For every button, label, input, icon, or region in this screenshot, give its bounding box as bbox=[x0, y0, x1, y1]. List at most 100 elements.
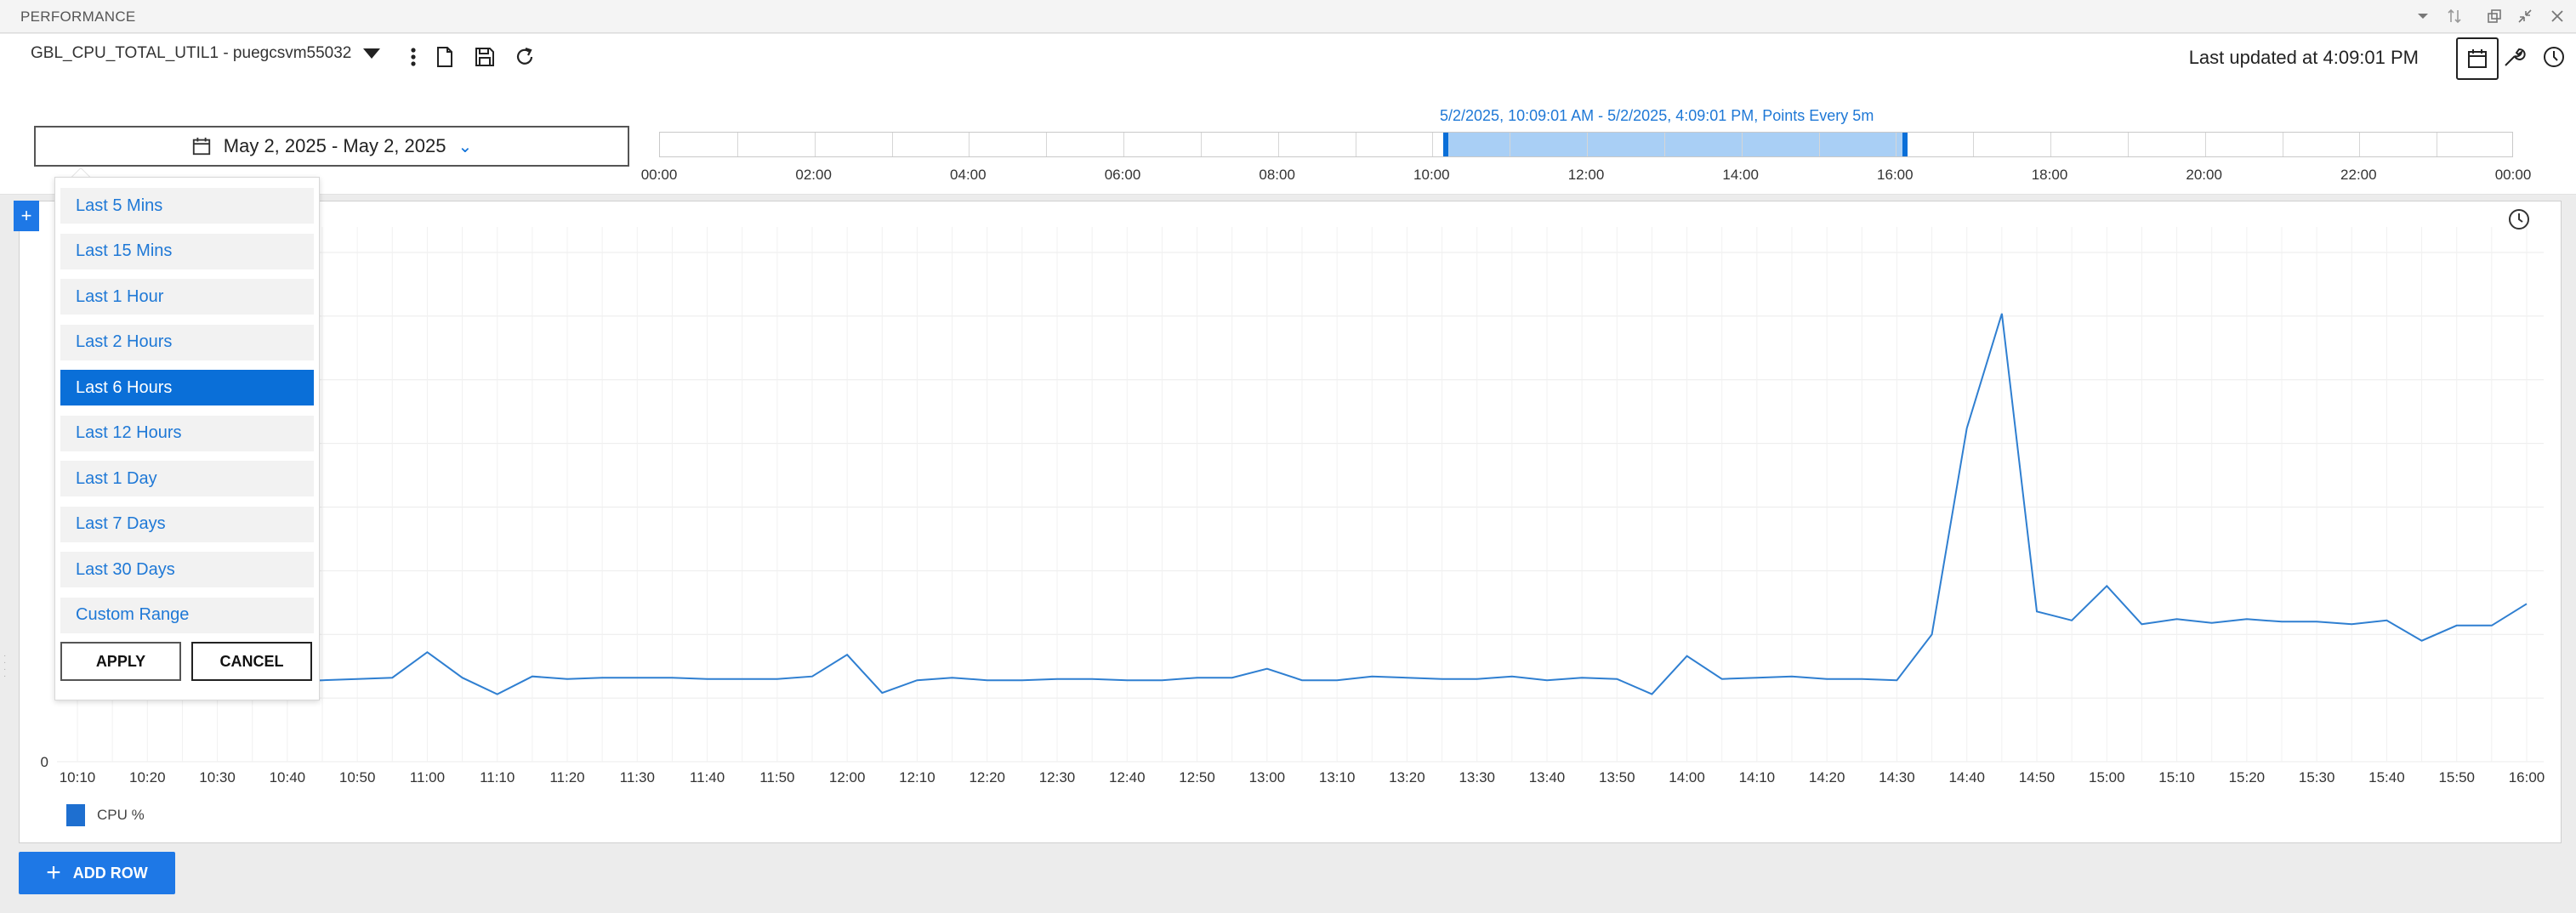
range-option[interactable]: Last 1 Hour bbox=[60, 279, 314, 315]
data-point[interactable] bbox=[1265, 666, 1270, 672]
range-option[interactable]: Last 6 Hours bbox=[60, 370, 314, 405]
data-point[interactable] bbox=[1124, 678, 1129, 683]
new-document-icon[interactable] bbox=[430, 43, 459, 71]
data-point[interactable] bbox=[390, 675, 395, 680]
data-point[interactable] bbox=[2104, 583, 2109, 588]
range-option[interactable]: Last 12 Hours bbox=[60, 415, 314, 451]
cancel-button[interactable]: CANCEL bbox=[191, 642, 312, 681]
data-point[interactable] bbox=[2175, 616, 2180, 621]
range-option[interactable]: Custom Range bbox=[60, 597, 314, 633]
data-point[interactable] bbox=[2279, 619, 2284, 624]
data-point[interactable] bbox=[775, 677, 780, 682]
range-option[interactable]: Last 5 Mins bbox=[60, 188, 314, 224]
data-point[interactable] bbox=[914, 678, 919, 683]
more-options-icon[interactable] bbox=[399, 43, 428, 71]
data-point[interactable] bbox=[1685, 654, 1690, 659]
data-point[interactable] bbox=[1649, 692, 1654, 697]
data-point[interactable] bbox=[1230, 675, 1235, 680]
data-point[interactable] bbox=[1999, 311, 2005, 316]
calendar-icon[interactable] bbox=[2456, 37, 2499, 80]
collapse-chevron-icon[interactable] bbox=[2412, 5, 2434, 27]
data-point[interactable] bbox=[950, 675, 955, 680]
data-point[interactable] bbox=[1544, 678, 1550, 683]
data-point[interactable] bbox=[1965, 426, 1970, 431]
data-point[interactable] bbox=[1824, 677, 1829, 682]
data-point[interactable] bbox=[1440, 677, 1445, 682]
data-point[interactable] bbox=[2034, 609, 2039, 614]
data-point[interactable] bbox=[1720, 677, 1725, 682]
data-point[interactable] bbox=[1369, 674, 1374, 679]
data-point[interactable] bbox=[985, 678, 990, 683]
data-point[interactable] bbox=[2314, 619, 2319, 624]
data-point[interactable] bbox=[424, 649, 429, 655]
data-point[interactable] bbox=[1579, 675, 1584, 680]
data-point[interactable] bbox=[879, 690, 884, 695]
data-point[interactable] bbox=[2489, 623, 2494, 628]
data-point[interactable] bbox=[1614, 677, 1619, 682]
data-point[interactable] bbox=[2069, 618, 2074, 623]
data-point[interactable] bbox=[669, 675, 674, 680]
data-point[interactable] bbox=[460, 675, 465, 680]
data-point[interactable] bbox=[1789, 674, 1794, 679]
data-point[interactable] bbox=[2349, 621, 2354, 627]
data-point[interactable] bbox=[2139, 621, 2144, 627]
resize-handle-icon[interactable]: · · · · bbox=[3, 651, 7, 681]
add-row-button[interactable]: + ADD ROW bbox=[19, 852, 175, 894]
data-point[interactable] bbox=[565, 677, 570, 682]
data-point[interactable] bbox=[355, 677, 360, 682]
minimize-icon[interactable] bbox=[2514, 5, 2536, 27]
data-point[interactable] bbox=[810, 674, 815, 679]
data-point[interactable] bbox=[1334, 678, 1339, 683]
data-point[interactable] bbox=[1894, 678, 1899, 683]
popout-icon[interactable] bbox=[2483, 5, 2505, 27]
timeline-slider[interactable] bbox=[659, 132, 2513, 157]
sort-icon[interactable] bbox=[2443, 5, 2465, 27]
timeline-start-handle[interactable] bbox=[1443, 133, 1448, 156]
data-point[interactable] bbox=[1020, 678, 1025, 683]
data-point[interactable] bbox=[2244, 616, 2249, 621]
data-point[interactable] bbox=[1510, 674, 1515, 679]
data-point[interactable] bbox=[1089, 677, 1095, 682]
range-option[interactable]: Last 30 Days bbox=[60, 552, 314, 587]
save-icon[interactable] bbox=[470, 43, 499, 71]
data-point[interactable] bbox=[1475, 677, 1480, 682]
data-point[interactable] bbox=[2384, 618, 2389, 623]
data-point[interactable] bbox=[600, 675, 605, 680]
data-point[interactable] bbox=[1159, 678, 1164, 683]
data-point[interactable] bbox=[1055, 677, 1060, 682]
data-point[interactable] bbox=[1299, 678, 1305, 683]
data-point[interactable] bbox=[495, 692, 500, 697]
data-point[interactable] bbox=[1404, 675, 1409, 680]
data-point[interactable] bbox=[634, 675, 640, 680]
close-icon[interactable] bbox=[2546, 5, 2568, 27]
range-option[interactable]: Last 2 Hours bbox=[60, 324, 314, 360]
refresh-icon[interactable] bbox=[510, 43, 539, 71]
range-option[interactable]: Last 1 Day bbox=[60, 461, 314, 496]
range-option[interactable]: Last 7 Days bbox=[60, 506, 314, 542]
data-point[interactable] bbox=[705, 677, 710, 682]
data-point[interactable] bbox=[1930, 632, 1935, 637]
chart-legend[interactable]: CPU % bbox=[66, 804, 145, 826]
data-point[interactable] bbox=[2454, 623, 2459, 628]
timeline-selected-range[interactable] bbox=[1443, 133, 1908, 156]
series-line-cpu[interactable] bbox=[77, 313, 2528, 695]
clock-icon[interactable] bbox=[2507, 207, 2533, 233]
timeline-end-handle[interactable] bbox=[1902, 133, 1908, 156]
data-point[interactable] bbox=[320, 678, 325, 683]
history-icon[interactable] bbox=[2534, 37, 2573, 77]
data-point[interactable] bbox=[740, 677, 745, 682]
add-chart-button[interactable]: + bbox=[14, 201, 39, 231]
date-range-picker[interactable]: May 2, 2025 - May 2, 2025 ⌄ bbox=[34, 126, 629, 167]
data-point[interactable] bbox=[1859, 677, 1864, 682]
data-point[interactable] bbox=[530, 674, 535, 679]
data-point[interactable] bbox=[844, 652, 850, 657]
data-point[interactable] bbox=[2420, 638, 2425, 644]
data-point[interactable] bbox=[1195, 675, 1200, 680]
range-option[interactable]: Last 15 Mins bbox=[60, 233, 314, 269]
apply-button[interactable]: APPLY bbox=[60, 642, 181, 681]
data-point[interactable] bbox=[2524, 601, 2529, 606]
data-point[interactable] bbox=[2209, 621, 2215, 626]
data-point[interactable] bbox=[1754, 675, 1760, 680]
wrench-icon[interactable] bbox=[2494, 37, 2533, 77]
metric-selector[interactable]: GBL_CPU_TOTAL_UTIL1 - puegcsvm55032 bbox=[31, 44, 381, 63]
